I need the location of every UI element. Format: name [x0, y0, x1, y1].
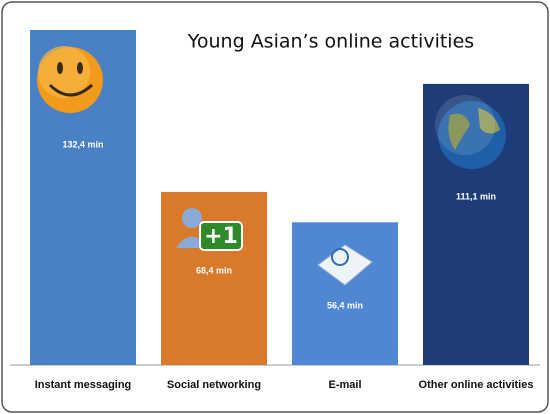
smiley-icon: [37, 46, 103, 113]
icons: +1: [37, 46, 506, 286]
bar: [292, 222, 398, 365]
chart-title: Young Asian’s online activities: [187, 31, 474, 53]
envelope-icon: [317, 244, 373, 286]
x-tick-label: Instant messaging: [35, 379, 132, 391]
value-label: 111,1 min: [456, 191, 496, 201]
value-label: 132,4 min: [62, 139, 103, 149]
x-tick-label: Other online activities: [419, 379, 534, 391]
svg-text:+1: +1: [204, 224, 238, 249]
value-label: 56,4 min: [327, 301, 363, 311]
x-tick-label: Social networking: [167, 379, 261, 391]
bar: [161, 191, 267, 365]
globe-icon: [435, 95, 506, 169]
value-label: 68,4 min: [196, 265, 232, 275]
plus-one-icon: +1: [176, 208, 243, 251]
x-tick-label: E-mail: [328, 379, 361, 391]
